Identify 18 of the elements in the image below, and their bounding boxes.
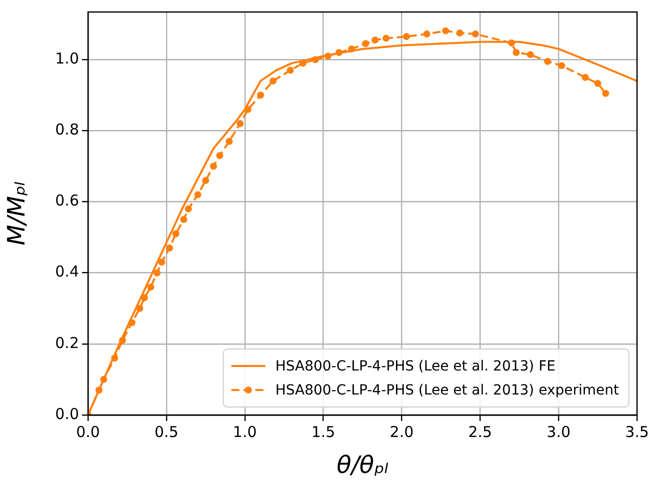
legend-label: HSA800-C-LP-4-PHS (Lee et al. 2013) experiment [275, 382, 620, 399]
x-tick-label: 2.5 [468, 422, 492, 441]
y-tick-label: 0.8 [55, 120, 79, 139]
y-tick-label: 1.0 [55, 50, 79, 68]
y-tick-label: 0.4 [55, 262, 79, 281]
x-tick-label: 1.0 [232, 422, 257, 441]
x-axis-title: θ/θₚₗ [336, 450, 388, 479]
legend-label: HSA800-C-LP-4-PHS (Lee et al. 2013) FE [275, 358, 556, 375]
x-tick-label: 2.0 [390, 422, 414, 441]
y-tick-label: 0.0 [55, 404, 79, 423]
x-tick-label: 0.0 [76, 422, 100, 441]
x-tick-label: 1.5 [311, 422, 336, 441]
y-tick-label: 0.6 [55, 192, 79, 210]
y-tick-label: 0.2 [55, 334, 79, 352]
x-tick-label: 3.5 [625, 422, 649, 441]
x-tick-label: 3.0 [546, 422, 570, 441]
y-axis-title: M/Mₚₗ [2, 182, 31, 246]
x-tick-label: 0.5 [154, 422, 178, 441]
